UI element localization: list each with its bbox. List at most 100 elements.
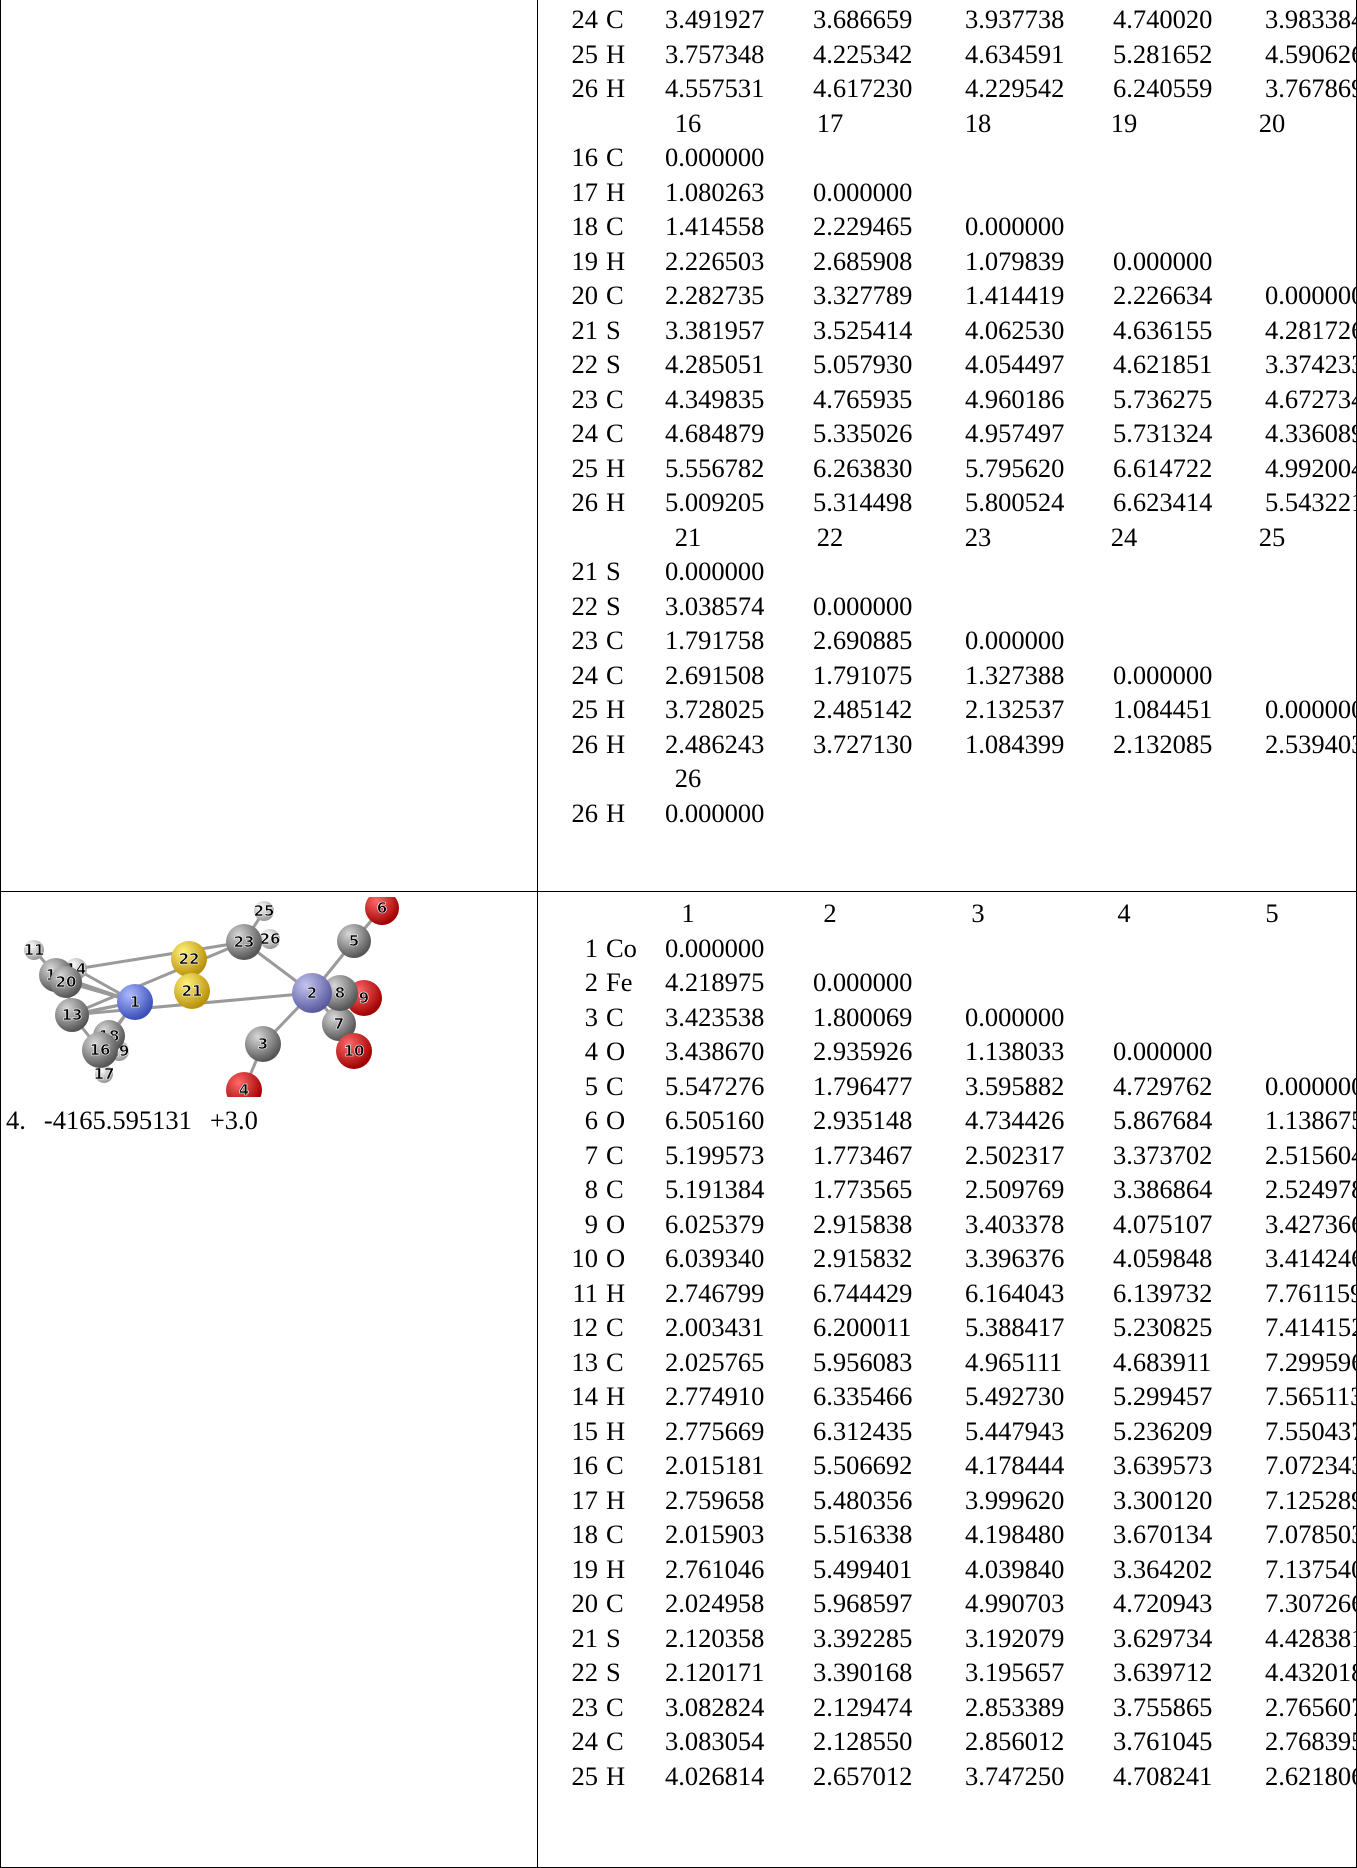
matrix-row: 11 H 2.746799 6.744429 6.164043 6.139732 7.761… — [544, 1276, 1357, 1311]
column-index: 17 — [816, 107, 844, 138]
element-symbol: H — [606, 728, 626, 759]
distance-value: 4.075107 — [1113, 1208, 1213, 1239]
distance-value: 4.684879 — [665, 418, 765, 448]
element-symbol: Fe — [606, 967, 633, 997]
distance-value: 5.492730 — [965, 1381, 1065, 1411]
atom-index: 26 — [571, 487, 599, 517]
distance-value: 5.795620 — [965, 452, 1065, 483]
matrix-row: 7 C 5.199573 1.773467 2.502317 3.373702 2.5156… — [544, 1138, 1357, 1173]
distance-value: 5.516338 — [813, 1519, 913, 1549]
atom-label: 21 — [182, 982, 203, 1000]
atom-index: 19 — [571, 1553, 599, 1584]
matrix-row: 26 H 0.000000 — [544, 796, 1356, 831]
distance-value: 6.164043 — [965, 1277, 1065, 1308]
matrix-row: 15 H 2.775669 6.312435 5.447943 5.236209 7.550… — [544, 1414, 1357, 1449]
column-index: 4 — [1117, 898, 1131, 928]
distance-value: 4.054497 — [965, 349, 1065, 379]
distance-value: 3.639573 — [1113, 1450, 1213, 1480]
matrix-block: 24 C 3.491927 3.686659 3.937738 4.740020 3.983… — [538, 0, 1357, 831]
distance-value: 4.225342 — [813, 38, 913, 69]
distance-value: 5.968597 — [813, 1588, 913, 1618]
matrix-row: 6 O 6.505160 2.935148 4.734426 5.867684 1.1386… — [544, 1103, 1357, 1138]
atom-index: 23 — [571, 1691, 599, 1722]
distance-value: 2.015181 — [665, 1450, 765, 1480]
element-symbol: C — [606, 1346, 624, 1377]
atom-sphere: 3 — [245, 1026, 281, 1062]
distance-value: 2.856012 — [965, 1726, 1065, 1756]
atom-label: 20 — [56, 973, 77, 991]
atom-index: 9 — [584, 1208, 598, 1239]
matrix-header-row: 26 — [544, 761, 1356, 796]
atom-index: 3 — [584, 1001, 598, 1032]
distance-value: 4.059848 — [1113, 1243, 1213, 1273]
distance-value: 2.509769 — [965, 1174, 1065, 1204]
atom-index: 11 — [572, 1277, 598, 1308]
distance-value: 4.428381 — [1265, 1622, 1357, 1653]
element-symbol: O — [606, 1036, 626, 1066]
distance-value: 5.009205 — [665, 487, 765, 517]
distance-value: 2.524978 — [1265, 1174, 1357, 1204]
element-symbol: S — [606, 1657, 621, 1687]
distance-value: 5.480356 — [813, 1484, 913, 1515]
distance-value: 3.937738 — [965, 4, 1065, 34]
atom-index: 23 — [571, 625, 599, 655]
column-index: 23 — [964, 521, 992, 552]
distance-value: 2.935926 — [813, 1036, 913, 1066]
distance-value: 4.432018 — [1265, 1657, 1357, 1687]
matrix-row: 4 O 3.438670 2.935926 1.138033 0.000000 — [544, 1034, 1356, 1069]
atom-index: 22 — [571, 349, 599, 379]
distance-value: 5.956083 — [813, 1346, 913, 1377]
distance-value: 2.915832 — [813, 1243, 913, 1273]
matrix-row: 13 C 2.025765 5.956083 4.965111 4.683911 7.299… — [544, 1345, 1357, 1380]
distance-value: 0.000000 — [813, 176, 913, 207]
atom-index: 5 — [584, 1070, 598, 1101]
distance-value: 0.000000 — [965, 625, 1065, 655]
element-symbol: H — [606, 38, 626, 69]
distance-value: 5.191384 — [665, 1174, 765, 1204]
matrix-row: 17 H 1.080263 0.000000 — [544, 175, 1356, 210]
atom-label: 1 — [130, 993, 140, 1011]
matrix-row: 26 H 4.557531 4.617230 4.229542 6.240559 3.767… — [544, 71, 1357, 106]
matrix-row: 2 Fe 4.218975 0.000000 — [544, 965, 1356, 1000]
distance-value: 5.731324 — [1113, 418, 1213, 448]
distance-value: 0.000000 — [1113, 245, 1213, 276]
matrix-row: 22 S 2.120171 3.390168 3.195657 3.639712 4.432… — [544, 1655, 1357, 1690]
distance-value: 2.015903 — [665, 1519, 765, 1549]
distance-value: 7.125289 — [1265, 1484, 1357, 1515]
matrix-row: 21 S 3.381957 3.525414 4.062530 4.636155 4.281… — [544, 313, 1357, 348]
distance-value: 1.773565 — [813, 1174, 913, 1204]
distance-value: 3.195657 — [965, 1657, 1065, 1687]
distance-value: 6.025379 — [665, 1208, 765, 1239]
column-index: 26 — [674, 763, 702, 793]
element-symbol: H — [606, 1415, 626, 1446]
atom-index: 25 — [571, 38, 599, 69]
distance-value: 1.414419 — [965, 280, 1065, 310]
element-symbol: S — [606, 349, 621, 379]
element-symbol: H — [606, 73, 626, 103]
distance-value: 1.138675 — [1265, 1105, 1357, 1135]
atom-index: 8 — [584, 1174, 598, 1204]
atom-label: 11 — [24, 941, 45, 959]
atom-sphere: 20 — [50, 966, 82, 998]
distance-value: 3.373702 — [1113, 1139, 1213, 1170]
atom-index: 1 — [584, 932, 598, 963]
distance-value: 3.396376 — [965, 1243, 1065, 1273]
matrix-row: 25 H 4.026814 2.657012 3.747250 4.708241 2.621… — [544, 1759, 1357, 1794]
element-symbol: C — [606, 211, 624, 241]
distance-value: 7.550437 — [1265, 1415, 1357, 1446]
distance-value: 2.226634 — [1113, 280, 1213, 310]
distance-value: 5.335026 — [813, 418, 913, 448]
distance-value: 0.000000 — [1113, 1036, 1213, 1066]
distance-value: 0.000000 — [965, 1001, 1065, 1032]
distance-value: 3.082824 — [665, 1691, 765, 1722]
element-symbol: C — [606, 1450, 624, 1480]
distance-value: 4.557531 — [665, 73, 765, 103]
distance-value: 3.525414 — [813, 314, 913, 345]
distance-value: 2.935148 — [813, 1105, 913, 1135]
distance-value: 3.999620 — [965, 1484, 1065, 1515]
element-symbol: C — [606, 1726, 624, 1756]
matrix-block: 1 2 3 4 5 1 Co 0.000000 2 Fe 4.218975 0.000000 3 C 3.4… — [538, 892, 1357, 1794]
distance-value: 5.556782 — [665, 452, 765, 483]
distance-value: 5.299457 — [1113, 1381, 1213, 1411]
element-symbol: C — [606, 280, 624, 310]
